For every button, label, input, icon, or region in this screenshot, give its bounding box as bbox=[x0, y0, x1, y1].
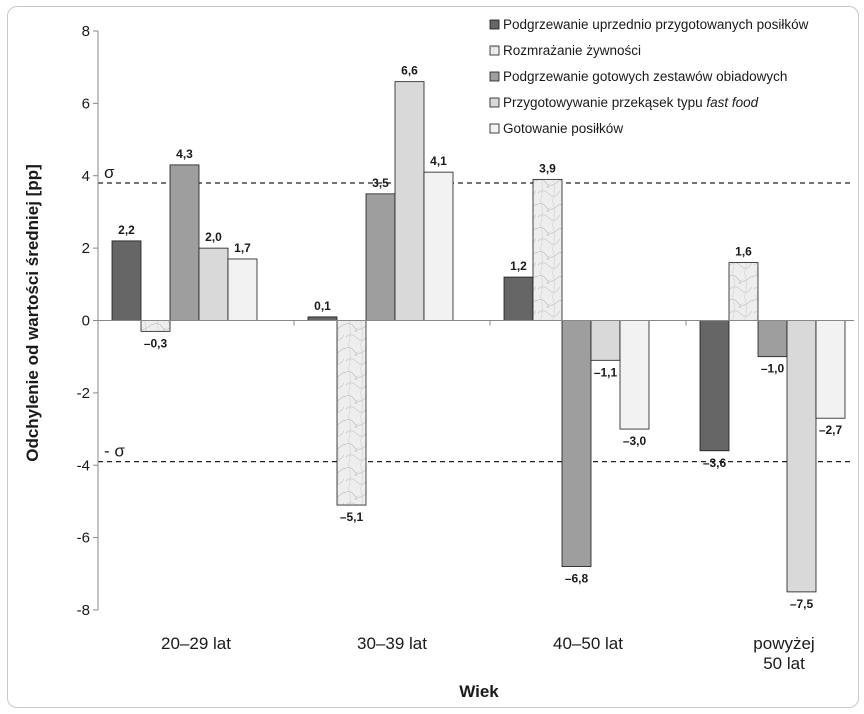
data-label: 0,1 bbox=[314, 299, 331, 313]
y-tick-label: 6 bbox=[82, 95, 90, 112]
y-tick-label: 4 bbox=[82, 168, 90, 185]
bar bbox=[619, 320, 650, 430]
y-tick-label: 0 bbox=[82, 313, 90, 330]
bar bbox=[815, 320, 846, 419]
data-label: 4,1 bbox=[430, 154, 447, 168]
sigma-label: - σ bbox=[104, 442, 125, 461]
bar bbox=[365, 193, 396, 321]
data-label: –2,7 bbox=[819, 423, 843, 437]
y-tick-label: -4 bbox=[77, 457, 90, 474]
data-label: –7,5 bbox=[790, 597, 814, 611]
sigma-label: σ bbox=[104, 163, 115, 182]
category-label: 50 lat bbox=[763, 654, 805, 673]
bar bbox=[169, 164, 200, 321]
bar bbox=[728, 262, 759, 321]
y-tick-label: -2 bbox=[77, 385, 90, 402]
data-label: –3,0 bbox=[623, 434, 647, 448]
data-label: 3,9 bbox=[539, 161, 556, 175]
bar bbox=[699, 320, 730, 452]
legend-entry: Gotowanie posiłków bbox=[503, 121, 623, 136]
bar bbox=[307, 316, 338, 321]
legend: Podgrzewanie uprzednio przygotowanych po… bbox=[489, 17, 809, 136]
category-label: 20–29 lat bbox=[161, 634, 231, 653]
legend-swatch bbox=[489, 71, 500, 82]
y-tick-label: 2 bbox=[82, 240, 90, 257]
legend-swatch bbox=[489, 123, 500, 134]
bar bbox=[561, 320, 592, 567]
data-label: –6,8 bbox=[565, 572, 589, 586]
bar bbox=[503, 276, 534, 321]
legend-entry: Podgrzewanie gotowych zestawów obiadowyc… bbox=[503, 69, 787, 84]
category-label: 40–50 lat bbox=[553, 634, 623, 653]
y-tick-label: -8 bbox=[77, 602, 90, 619]
category-label: 30–39 lat bbox=[357, 634, 427, 653]
data-label: 4,3 bbox=[176, 147, 193, 161]
bar bbox=[423, 171, 454, 321]
legend-entry: Podgrzewanie uprzednio przygotowanych po… bbox=[503, 17, 809, 32]
bar-chart: σ - σ -8 -6 -4 -2 0 2 4 6 8 20–29 lat 30–39 lat 40–5… bbox=[23, 17, 854, 701]
chart-frame: σ - σ -8 -6 -4 -2 0 2 4 6 8 20–29 lat 30–39 lat 40–5… bbox=[7, 6, 859, 708]
bar bbox=[590, 320, 621, 361]
legend-swatch bbox=[489, 45, 500, 56]
category-label: powyżej bbox=[753, 634, 814, 653]
x-axis-title: Wiek bbox=[459, 682, 499, 701]
legend-entry: Rozmrażanie żywności bbox=[503, 43, 641, 58]
y-axis-title: Odchylenie od wartości średniej [pp] bbox=[23, 164, 42, 462]
bars bbox=[111, 81, 846, 593]
data-label: –0,3 bbox=[144, 336, 168, 350]
bar bbox=[394, 81, 425, 321]
data-label: 6,6 bbox=[401, 64, 418, 78]
legend-swatch bbox=[489, 19, 500, 30]
sigma-lines: σ - σ bbox=[98, 163, 854, 463]
bar bbox=[532, 178, 563, 321]
bar bbox=[227, 258, 258, 321]
data-label: –3,6 bbox=[703, 456, 727, 470]
data-label: 2,0 bbox=[205, 230, 222, 244]
data-label: 2,2 bbox=[118, 223, 135, 237]
bar bbox=[140, 320, 171, 332]
data-label: –1,0 bbox=[761, 362, 785, 376]
legend-entry: Przygotowywanie przekąsek typu fast food bbox=[503, 95, 759, 110]
bar bbox=[786, 320, 817, 593]
y-tick-label: 8 bbox=[82, 23, 90, 40]
data-label: 1,2 bbox=[510, 259, 527, 273]
bar bbox=[111, 240, 142, 321]
data-label: 3,5 bbox=[372, 176, 389, 190]
data-label: –1,1 bbox=[594, 365, 618, 379]
bar bbox=[757, 320, 788, 358]
data-label: 1,7 bbox=[234, 241, 251, 255]
data-label: –5,1 bbox=[340, 510, 364, 524]
bar bbox=[198, 247, 229, 321]
bar bbox=[336, 320, 367, 506]
y-tick-label: -6 bbox=[77, 530, 90, 547]
axes: -8 -6 -4 -2 0 2 4 6 8 20–29 lat 30–39 lat 40–50 lat… bbox=[77, 23, 854, 673]
data-labels: 2,2 0,1 1,2 –3,6 –0,3 –5,1 3,9 1,6 4,3 3,5 –6,8 –1,… bbox=[118, 64, 842, 611]
data-label: 1,6 bbox=[735, 245, 752, 259]
legend-swatch bbox=[489, 97, 500, 108]
